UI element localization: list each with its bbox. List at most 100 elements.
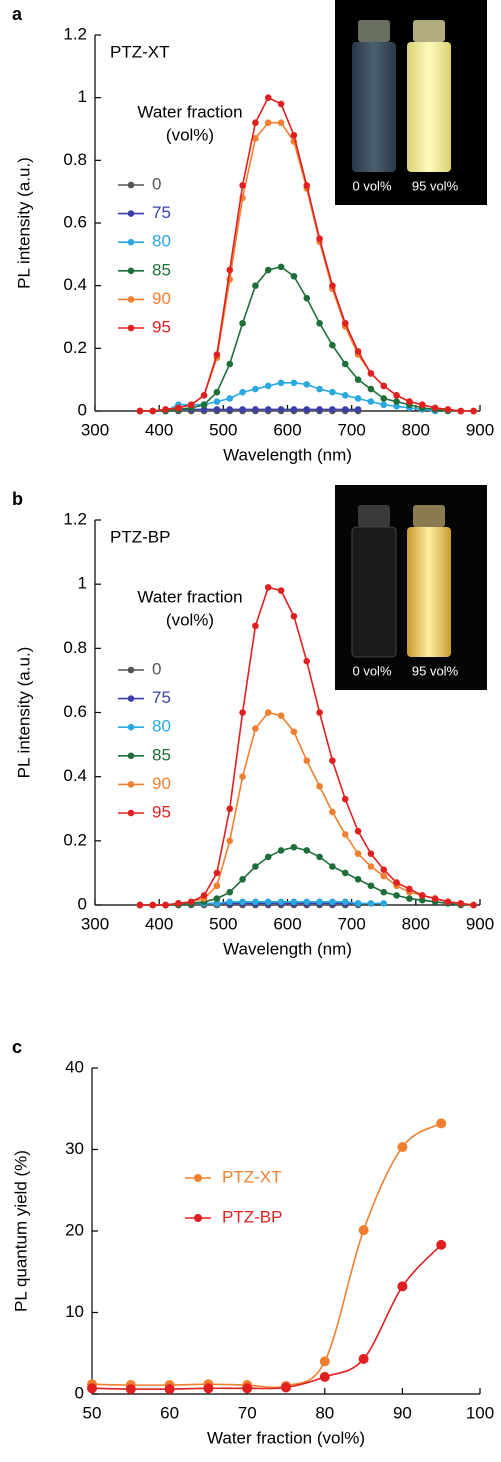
- legend-label: PTZ-BP: [222, 1207, 282, 1226]
- data-point: [175, 404, 182, 412]
- data-point: [329, 388, 336, 396]
- data-point: [444, 898, 452, 906]
- data-point: [277, 379, 285, 387]
- legend-marker: [127, 296, 135, 303]
- y-tick-label: 1: [78, 574, 87, 593]
- data-point: [136, 901, 144, 909]
- data-point: [329, 808, 336, 816]
- data-point: [316, 406, 323, 413]
- data-point: [252, 119, 259, 127]
- data-point: [203, 1383, 214, 1394]
- data-point: [239, 388, 246, 396]
- data-point: [213, 388, 221, 396]
- data-point: [431, 895, 439, 902]
- data-point: [252, 135, 259, 142]
- data-point: [162, 406, 169, 413]
- legend-label: 90: [152, 774, 171, 793]
- data-point: [470, 407, 477, 415]
- data-point: [226, 360, 234, 368]
- inset-label: 95 vol%: [412, 663, 459, 678]
- legend-marker: [127, 324, 135, 332]
- data-point: [316, 709, 323, 716]
- data-point: [200, 392, 208, 399]
- series-line: [139, 711, 474, 906]
- data-point: [252, 863, 259, 870]
- y-tick-label: 40: [65, 1057, 84, 1076]
- x-tick-label: 400: [145, 420, 173, 439]
- data-point: [367, 850, 375, 857]
- data-point: [149, 901, 157, 909]
- data-point: [290, 728, 298, 736]
- data-point: [397, 1281, 408, 1292]
- data-point: [252, 282, 259, 289]
- data-point: [367, 385, 375, 393]
- data-point: [319, 1371, 330, 1382]
- data-point: [239, 319, 246, 327]
- x-tick-label: 70: [238, 1403, 257, 1422]
- data-point: [406, 885, 413, 893]
- data-point: [264, 119, 272, 127]
- data-point: [277, 406, 285, 413]
- data-point: [264, 584, 272, 591]
- data-point: [341, 831, 349, 838]
- data-point: [341, 360, 349, 368]
- series: [87, 1239, 447, 1395]
- data-point: [290, 898, 298, 906]
- legend-label: 85: [152, 260, 171, 279]
- data-point: [239, 709, 246, 716]
- data-point: [380, 866, 388, 874]
- legend-marker: [127, 723, 135, 731]
- y-tick-label: 20: [65, 1220, 84, 1239]
- data-point: [380, 395, 388, 402]
- y-tick-label: 0.4: [63, 275, 87, 294]
- legend-label: 85: [152, 745, 171, 764]
- data-point: [277, 100, 285, 108]
- x-tick-label: 600: [273, 420, 301, 439]
- data-point: [319, 1356, 330, 1367]
- series-line: [91, 1244, 442, 1391]
- y-tick-label: 0.6: [63, 212, 87, 231]
- data-point: [213, 406, 221, 413]
- data-point: [316, 235, 323, 242]
- y-tick-label: 0: [78, 400, 87, 419]
- data-point: [329, 757, 336, 764]
- series-line: [91, 1122, 442, 1389]
- legend-title: Water fraction: [137, 587, 242, 606]
- series: [87, 1118, 447, 1391]
- inset-label: 95 vol%: [412, 178, 459, 193]
- data-point: [187, 898, 195, 906]
- data-point: [303, 182, 311, 189]
- data-point: [406, 895, 413, 902]
- y-axis-label: PL intensity (a.u.): [14, 647, 33, 779]
- data-point: [444, 406, 452, 413]
- data-point: [213, 869, 221, 877]
- data-point: [380, 900, 388, 907]
- data-point: [303, 657, 311, 665]
- data-point: [242, 1383, 253, 1394]
- data-point: [367, 900, 375, 907]
- x-tick-label: 900: [466, 420, 494, 439]
- data-point: [226, 837, 234, 845]
- data-point: [264, 266, 272, 274]
- data-point: [380, 382, 388, 390]
- data-point: [406, 398, 413, 405]
- data-point: [136, 407, 144, 415]
- y-tick-label: 0.2: [63, 338, 87, 357]
- legend-label: 0: [152, 659, 161, 678]
- data-point: [125, 1384, 136, 1395]
- data-point: [393, 879, 400, 886]
- data-point: [277, 712, 285, 720]
- legend-label: PTZ-XT: [222, 1167, 282, 1186]
- data-point: [329, 863, 336, 870]
- data-point: [303, 898, 311, 906]
- x-tick-label: 60: [160, 1403, 179, 1422]
- data-point: [367, 882, 375, 890]
- y-axis-label: PL quantum yield (%): [11, 1150, 30, 1312]
- data-point: [239, 406, 246, 413]
- data-point: [226, 266, 234, 274]
- data-point: [354, 900, 362, 907]
- x-axis-label: Wavelength (nm): [223, 445, 352, 464]
- data-point: [164, 1384, 175, 1395]
- panel-label: a: [12, 4, 23, 24]
